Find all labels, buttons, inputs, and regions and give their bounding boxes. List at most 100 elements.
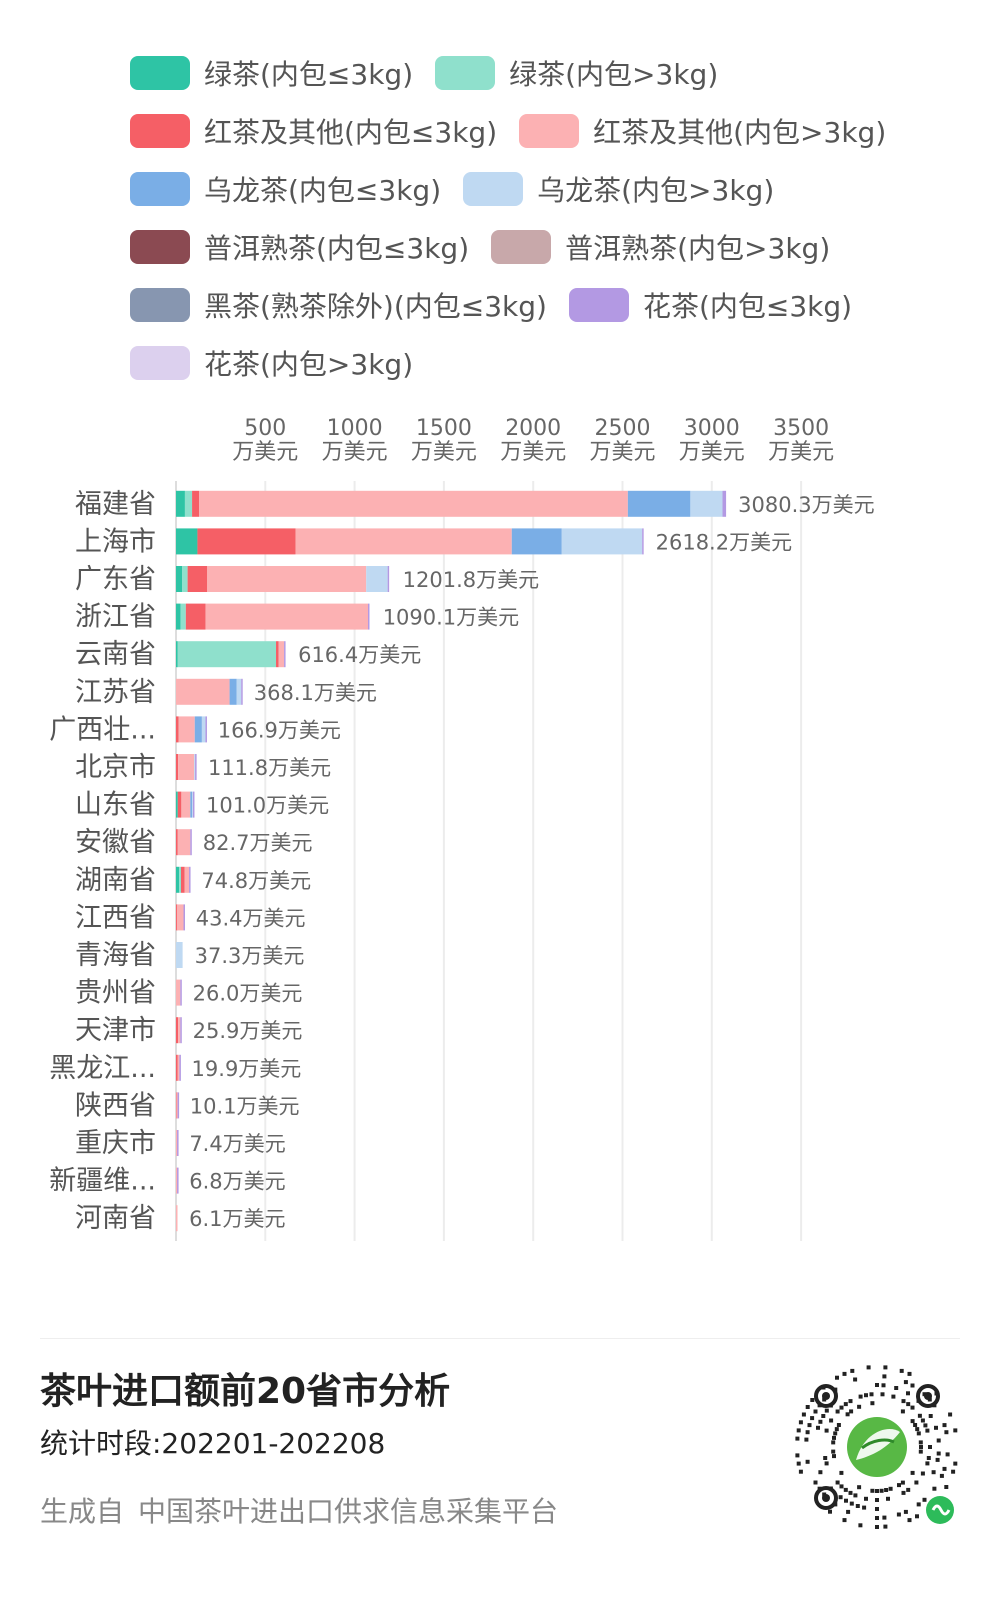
legend-item[interactable]: 黑茶(熟茶除外)(内包≤3kg)	[130, 285, 547, 325]
qr-dot	[918, 1440, 923, 1445]
x-tick-unit: 万美元	[232, 440, 298, 465]
legend-swatch	[519, 114, 580, 148]
bar-segment	[190, 791, 193, 818]
legend-row: 绿茶(内包≤3kg) 绿茶(内包>3kg)	[130, 44, 910, 102]
qr-finder-ring	[814, 1486, 838, 1510]
x-tick-unit: 万美元	[768, 440, 834, 465]
qr-dot	[844, 1498, 848, 1503]
source-name: 中国茶叶进出口供求信息采集平台	[138, 1495, 559, 1528]
bar-segment	[176, 528, 198, 555]
category-label: 安徽省	[75, 827, 156, 858]
bar-segment	[180, 979, 182, 1006]
legend-item[interactable]: 普洱熟茶(内包>3kg)	[491, 227, 830, 267]
qr-dot	[842, 1518, 847, 1523]
x-tick-value: 3500	[773, 416, 829, 441]
qr-dot	[881, 1383, 886, 1388]
bar-segment	[176, 1130, 178, 1156]
qr-dot	[835, 1480, 840, 1485]
legend-item[interactable]: 红茶及其他(内包≤3kg)	[130, 111, 497, 151]
bar-segment	[179, 866, 182, 893]
x-tick-value: 2000	[505, 416, 561, 441]
qr-finder-dot	[822, 1392, 830, 1400]
tea-leaf-vein-icon	[861, 1438, 895, 1450]
legend-swatch	[130, 230, 190, 264]
legend-item[interactable]: 花茶(内包>3kg)	[130, 343, 413, 383]
qr-dot	[900, 1409, 905, 1414]
qr-dot	[849, 1409, 854, 1414]
legend-swatch	[130, 114, 190, 148]
category-label: 天津市	[75, 1015, 156, 1046]
category-label: 福建省	[75, 489, 156, 520]
x-tick-value: 3000	[684, 416, 740, 441]
qr-dot	[875, 1498, 879, 1502]
qr-dot	[805, 1405, 810, 1409]
bar-segment	[189, 866, 191, 893]
qr-dot	[838, 1495, 843, 1500]
qr-dot	[824, 1408, 829, 1413]
footer-divider	[40, 1338, 960, 1339]
legend-row: 花茶(内包>3kg)	[130, 334, 910, 392]
bar-segment	[241, 678, 243, 705]
qr-dot	[810, 1416, 815, 1421]
category-label: 浙江省	[75, 602, 156, 633]
legend-item[interactable]: 乌龙茶(内包≤3kg)	[130, 169, 441, 209]
legend-item[interactable]: 花茶(内包≤3kg)	[568, 285, 852, 325]
qr-dot	[864, 1393, 868, 1398]
qr-dot	[910, 1470, 915, 1475]
bar-segment	[207, 566, 367, 592]
data-label: 25.9万美元	[193, 1019, 303, 1043]
qr-dot	[869, 1392, 874, 1397]
legend-label: 花茶(内包>3kg)	[204, 348, 414, 381]
qr-dot	[816, 1425, 820, 1430]
bar-segment	[561, 528, 643, 555]
qr-dot	[796, 1428, 801, 1433]
category-label: 青海省	[75, 940, 156, 971]
legend-item[interactable]: 乌龙茶(内包>3kg)	[463, 169, 774, 209]
qr-dot	[925, 1461, 930, 1466]
legend-item[interactable]: 绿茶(内包≤3kg)	[130, 53, 413, 93]
qr-dot	[915, 1514, 919, 1519]
data-label: 166.9万美元	[218, 718, 341, 742]
legend-item[interactable]: 绿茶(内包>3kg)	[435, 53, 718, 93]
qr-dot	[900, 1480, 905, 1485]
qr-dot	[870, 1401, 875, 1406]
qr-dot	[883, 1365, 888, 1370]
qr-dot	[922, 1497, 927, 1502]
qr-dot	[843, 1402, 848, 1407]
qr-dot	[942, 1466, 947, 1471]
data-label: 101.0万美元	[206, 794, 329, 818]
qr-dot	[798, 1420, 803, 1425]
x-tick-unit: 万美元	[589, 440, 655, 465]
qr-dot	[914, 1480, 919, 1485]
data-label: 111.8万美元	[208, 756, 331, 780]
legend-swatch	[130, 172, 190, 206]
mini-program-qr-code[interactable]	[792, 1362, 962, 1532]
legend-swatch	[130, 56, 190, 90]
qr-dot	[842, 1371, 847, 1376]
bar-segment	[201, 716, 206, 743]
qr-dot	[920, 1471, 925, 1476]
legend-item[interactable]: 红茶及其他(内包>3kg)	[519, 111, 886, 151]
bar-segment	[182, 566, 188, 592]
qr-dot	[843, 1487, 848, 1492]
qr-dot	[951, 1469, 956, 1474]
bar-segment	[178, 1017, 181, 1044]
qr-dot	[853, 1377, 858, 1382]
qr-dot	[805, 1459, 810, 1464]
legend-item[interactable]: 普洱熟茶(内包≤3kg)	[130, 227, 469, 267]
qr-dot	[935, 1457, 940, 1462]
qr-dot	[849, 1501, 854, 1506]
x-tick-value: 1500	[416, 416, 472, 441]
qr-dot	[884, 1488, 889, 1492]
bar-segment	[511, 528, 562, 555]
qr-dot	[886, 1496, 890, 1501]
qr-dot	[925, 1428, 930, 1433]
data-label: 10.1万美元	[190, 1094, 300, 1118]
bar-segment	[185, 603, 206, 630]
qr-dot	[853, 1493, 858, 1498]
qr-dot	[857, 1404, 862, 1409]
qr-dot	[944, 1485, 949, 1489]
x-tick-value: 1000	[327, 416, 383, 441]
bar-segment	[177, 1130, 179, 1156]
bar-segment	[722, 490, 727, 517]
